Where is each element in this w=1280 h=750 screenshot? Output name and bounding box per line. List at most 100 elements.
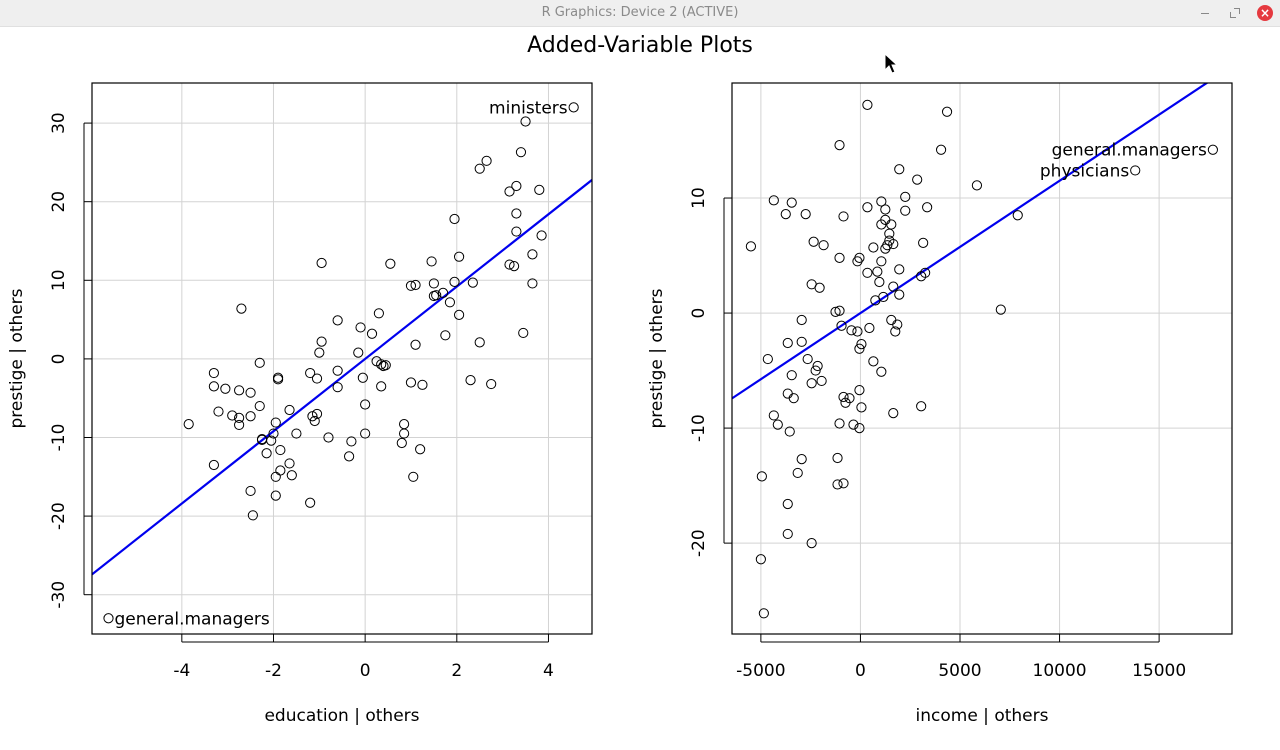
x-tick-label: 4 xyxy=(543,661,554,681)
data-point xyxy=(305,367,316,379)
data-point xyxy=(862,99,873,110)
data-point xyxy=(568,102,579,113)
data-point xyxy=(870,295,881,306)
regression-line xyxy=(732,83,1209,400)
data-point xyxy=(868,242,879,253)
data-point xyxy=(852,326,863,337)
data-point xyxy=(814,282,825,293)
data-point xyxy=(275,465,286,476)
data-point xyxy=(894,289,905,300)
y-axis-title: prestige | others xyxy=(7,288,27,428)
data-point xyxy=(353,347,364,358)
data-point xyxy=(882,240,893,251)
data-point xyxy=(270,417,281,428)
data-point xyxy=(832,452,843,464)
data-point xyxy=(916,271,927,282)
data-point xyxy=(444,297,456,308)
data-point xyxy=(266,435,277,446)
data-point xyxy=(357,372,368,383)
data-point xyxy=(880,204,891,215)
data-point xyxy=(518,327,529,339)
data-point xyxy=(832,479,843,490)
restore-button[interactable] xyxy=(1226,4,1244,22)
y-tick-label: 30 xyxy=(49,112,69,134)
data-point xyxy=(311,373,323,384)
data-point xyxy=(834,418,845,429)
data-point xyxy=(515,147,527,158)
data-point xyxy=(818,240,829,251)
data-point xyxy=(511,180,522,192)
data-point xyxy=(802,353,813,365)
data-point xyxy=(254,357,265,368)
data-point xyxy=(428,278,439,289)
data-point xyxy=(856,339,867,350)
minimize-button[interactable] xyxy=(1196,4,1214,22)
data-point xyxy=(912,174,923,185)
data-point xyxy=(453,251,465,262)
data-point xyxy=(520,116,531,127)
y-tick-label: -20 xyxy=(49,502,69,530)
data-point xyxy=(474,163,485,174)
data-point xyxy=(838,211,849,222)
data-point xyxy=(437,287,449,298)
data-point xyxy=(511,208,522,219)
data-point xyxy=(245,485,256,497)
x-tick-label: 15000 xyxy=(1132,661,1186,681)
data-point xyxy=(884,228,895,239)
window-titlebar: R Graphics: Device 2 (ACTIVE) × xyxy=(0,0,1280,27)
data-point xyxy=(398,419,410,430)
data-point xyxy=(220,383,231,394)
data-point xyxy=(311,408,323,420)
data-point xyxy=(888,281,899,292)
window-title: R Graphics: Device 2 (ACTIVE) xyxy=(541,5,739,20)
data-point xyxy=(854,252,865,263)
data-point xyxy=(806,378,817,389)
data-point xyxy=(844,393,855,404)
data-point xyxy=(234,419,245,431)
x-axis-title: education | others xyxy=(264,706,419,726)
x-tick-label: 10000 xyxy=(1033,661,1087,681)
data-point xyxy=(784,426,795,437)
data-point xyxy=(307,411,318,422)
data-point xyxy=(291,428,302,439)
data-point xyxy=(854,385,865,396)
data-point xyxy=(417,379,428,390)
data-point xyxy=(886,219,897,230)
data-point xyxy=(360,428,371,439)
x-tick-label: -2 xyxy=(265,661,282,681)
data-point xyxy=(305,497,316,508)
x-tick-label: 0 xyxy=(360,661,371,681)
data-point xyxy=(449,213,460,225)
data-point xyxy=(868,356,879,367)
plot-frame xyxy=(731,82,1233,635)
point-label: general.managers xyxy=(1052,141,1207,161)
data-point xyxy=(245,411,256,422)
close-button[interactable]: × xyxy=(1256,4,1274,22)
point-label: ministers xyxy=(489,98,568,118)
data-point xyxy=(405,377,417,388)
data-point xyxy=(536,230,547,241)
data-point xyxy=(838,478,849,489)
data-point xyxy=(234,385,245,396)
data-point xyxy=(808,236,819,247)
data-point xyxy=(247,510,258,521)
data-point xyxy=(780,209,791,220)
data-point xyxy=(453,309,465,320)
data-point xyxy=(332,382,343,393)
data-point xyxy=(892,319,903,330)
data-point xyxy=(508,261,520,272)
data-point xyxy=(876,256,887,267)
data-point xyxy=(183,419,194,430)
data-point xyxy=(900,191,911,202)
data-point xyxy=(856,402,867,413)
data-point xyxy=(772,419,783,430)
data-point xyxy=(410,339,421,350)
data-point xyxy=(888,238,899,250)
data-point xyxy=(894,164,905,175)
y-tick-label: -30 xyxy=(49,581,69,609)
data-point xyxy=(886,314,897,326)
data-point xyxy=(504,259,515,270)
data-point xyxy=(332,365,343,376)
data-point xyxy=(876,366,887,377)
data-point xyxy=(408,471,419,482)
